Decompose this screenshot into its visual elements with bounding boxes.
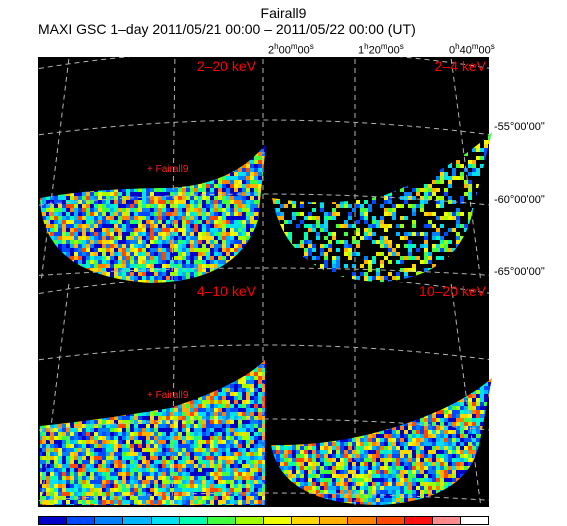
color-scale-swatch	[235, 517, 264, 524]
band-label-2-4kev: 2–4 keV	[435, 58, 487, 74]
color-scale-swatch	[320, 517, 349, 524]
color-scale-swatch	[151, 517, 180, 524]
dec-tick-label: -65°00ʹ00ʺ	[494, 266, 545, 278]
color-scale-swatch	[123, 517, 152, 524]
color-scale-swatch	[292, 517, 321, 524]
ra-tick-label: 2h00m00s	[268, 42, 314, 57]
color-scale-bar	[38, 516, 489, 525]
band-label-2-20kev: 2–20 keV	[197, 58, 257, 74]
color-scale-swatch	[67, 517, 96, 524]
color-scale-swatch	[432, 517, 461, 524]
color-scale-swatch	[179, 517, 208, 524]
dec-tick-label: -55°00ʹ00ʺ	[494, 121, 545, 133]
color-scale-swatch	[39, 517, 68, 524]
coordinate-grid	[38, 57, 489, 507]
ra-tick-label: 0h40m00s	[449, 42, 495, 57]
color-scale-swatch	[460, 517, 488, 524]
color-scale-swatch	[376, 517, 405, 524]
observation-subtitle: MAXI GSC 1–day 2011/05/21 00:00 – 2011/0…	[38, 21, 416, 37]
color-scale-swatch	[207, 517, 236, 524]
source-title: Fairall9	[260, 5, 307, 21]
band-label-4-10kev: 4–10 keV	[197, 283, 257, 299]
ra-tick-label: 1h20m00s	[358, 42, 404, 57]
color-scale-swatch	[264, 517, 293, 524]
dec-tick-label: -60°00ʹ00ʺ	[494, 194, 545, 206]
source-marker-label: + Fairall9	[147, 164, 189, 175]
band-label-10-20kev: 10–20 keV	[419, 283, 487, 299]
color-scale-swatch	[404, 517, 433, 524]
source-marker-label: + Fairall9	[147, 390, 189, 401]
color-scale-swatch	[95, 517, 124, 524]
color-scale-swatch	[348, 517, 377, 524]
